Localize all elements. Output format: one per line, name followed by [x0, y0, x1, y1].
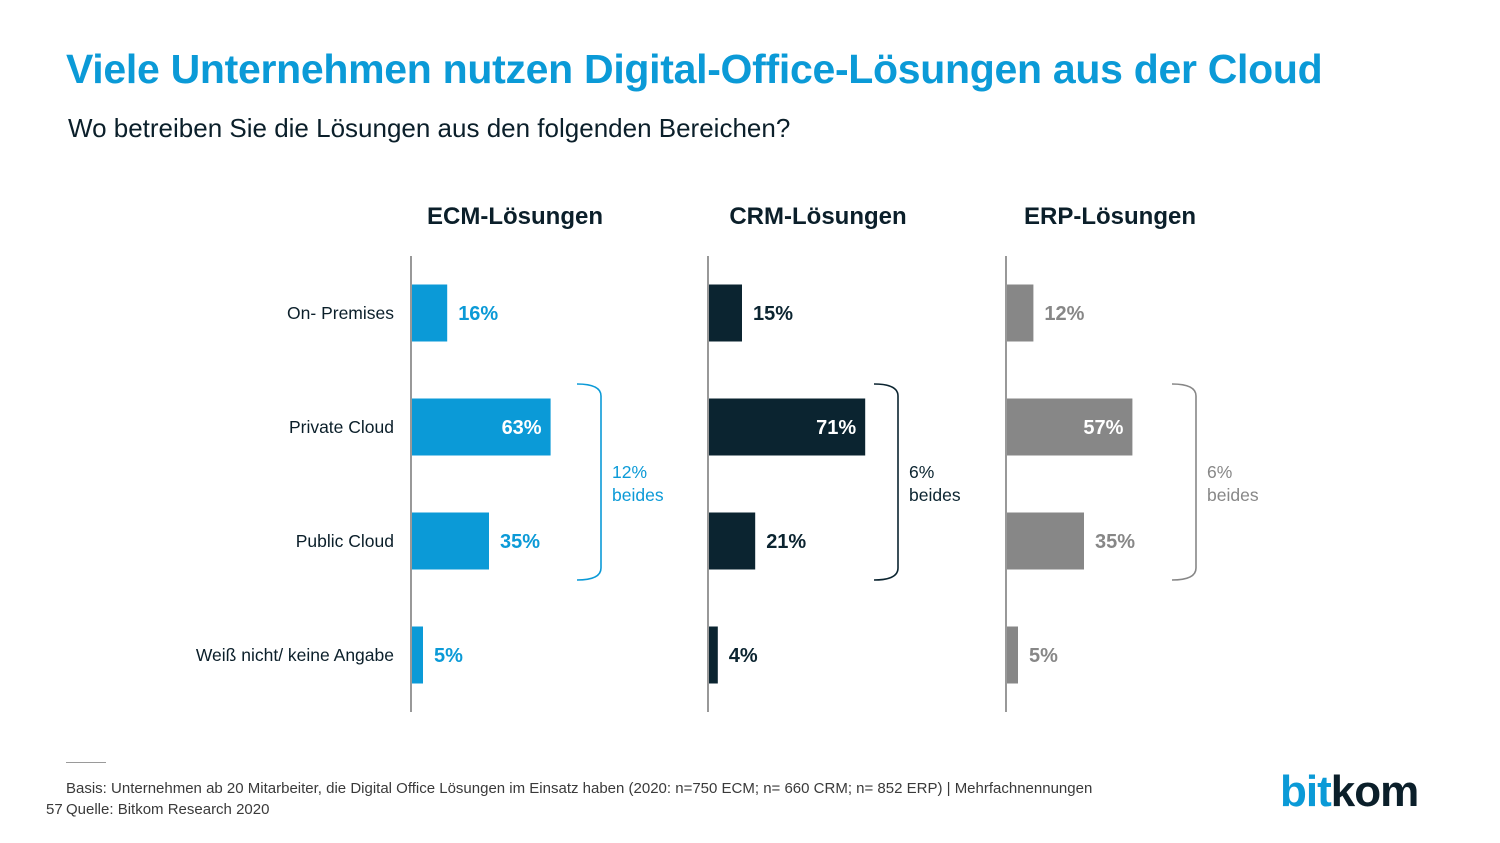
category-label: Private Cloud [289, 417, 394, 437]
bar [709, 284, 742, 342]
data-label: 5% [434, 645, 463, 667]
bar [412, 626, 423, 684]
bracket-label: beides [1207, 485, 1259, 505]
data-label: 21% [766, 531, 806, 553]
bracket-value: 12% [612, 462, 647, 482]
bar [412, 398, 551, 456]
bar [1007, 626, 1018, 684]
bracket [1171, 383, 1197, 581]
bracket [576, 383, 602, 581]
bar [709, 512, 756, 570]
page-subtitle: Wo betreiben Sie die Lösungen aus den fo… [68, 113, 791, 143]
bitkom-logo: bitkom [1280, 767, 1419, 816]
category-label: Public Cloud [296, 531, 394, 551]
panel-title: ERP-Lösungen [1024, 203, 1196, 230]
bar [709, 626, 718, 684]
logo-part-kom: kom [1330, 767, 1419, 816]
panel-title: CRM-Lösungen [729, 203, 906, 230]
data-label: 5% [1029, 645, 1058, 667]
bracket-label: beides [909, 485, 961, 505]
category-label: On- Premises [287, 303, 394, 323]
data-label: 71% [816, 417, 856, 439]
footer-basis-note: Basis: Unternehmen ab 20 Mitarbeiter, di… [66, 780, 1093, 797]
data-label: 16% [458, 303, 498, 325]
data-label: 63% [502, 417, 542, 439]
data-label: 12% [1044, 303, 1084, 325]
bar [1007, 512, 1084, 570]
data-label: 4% [729, 645, 758, 667]
bracket-value: 6% [909, 462, 934, 482]
data-label: 15% [753, 303, 793, 325]
data-label: 35% [500, 531, 540, 553]
footer-divider [66, 762, 106, 763]
panel-title: ECM-Lösungen [427, 203, 603, 230]
logo-part-bit: bit [1280, 767, 1332, 816]
bar [412, 512, 489, 570]
bar [709, 398, 866, 456]
page-number: 57 [46, 801, 63, 818]
bracket-value: 6% [1207, 462, 1232, 482]
data-label: 57% [1083, 417, 1123, 439]
page-title: Viele Unternehmen nutzen Digital-Office-… [66, 46, 1323, 92]
bracket-label: beides [612, 485, 664, 505]
bar [1007, 284, 1034, 342]
category-label: Weiß nicht/ keine Angabe [196, 645, 394, 665]
bar [412, 284, 448, 342]
footer-source-note: Quelle: Bitkom Research 2020 [66, 801, 270, 818]
bar [1007, 398, 1133, 456]
bracket [873, 383, 899, 581]
data-label: 35% [1095, 531, 1135, 553]
